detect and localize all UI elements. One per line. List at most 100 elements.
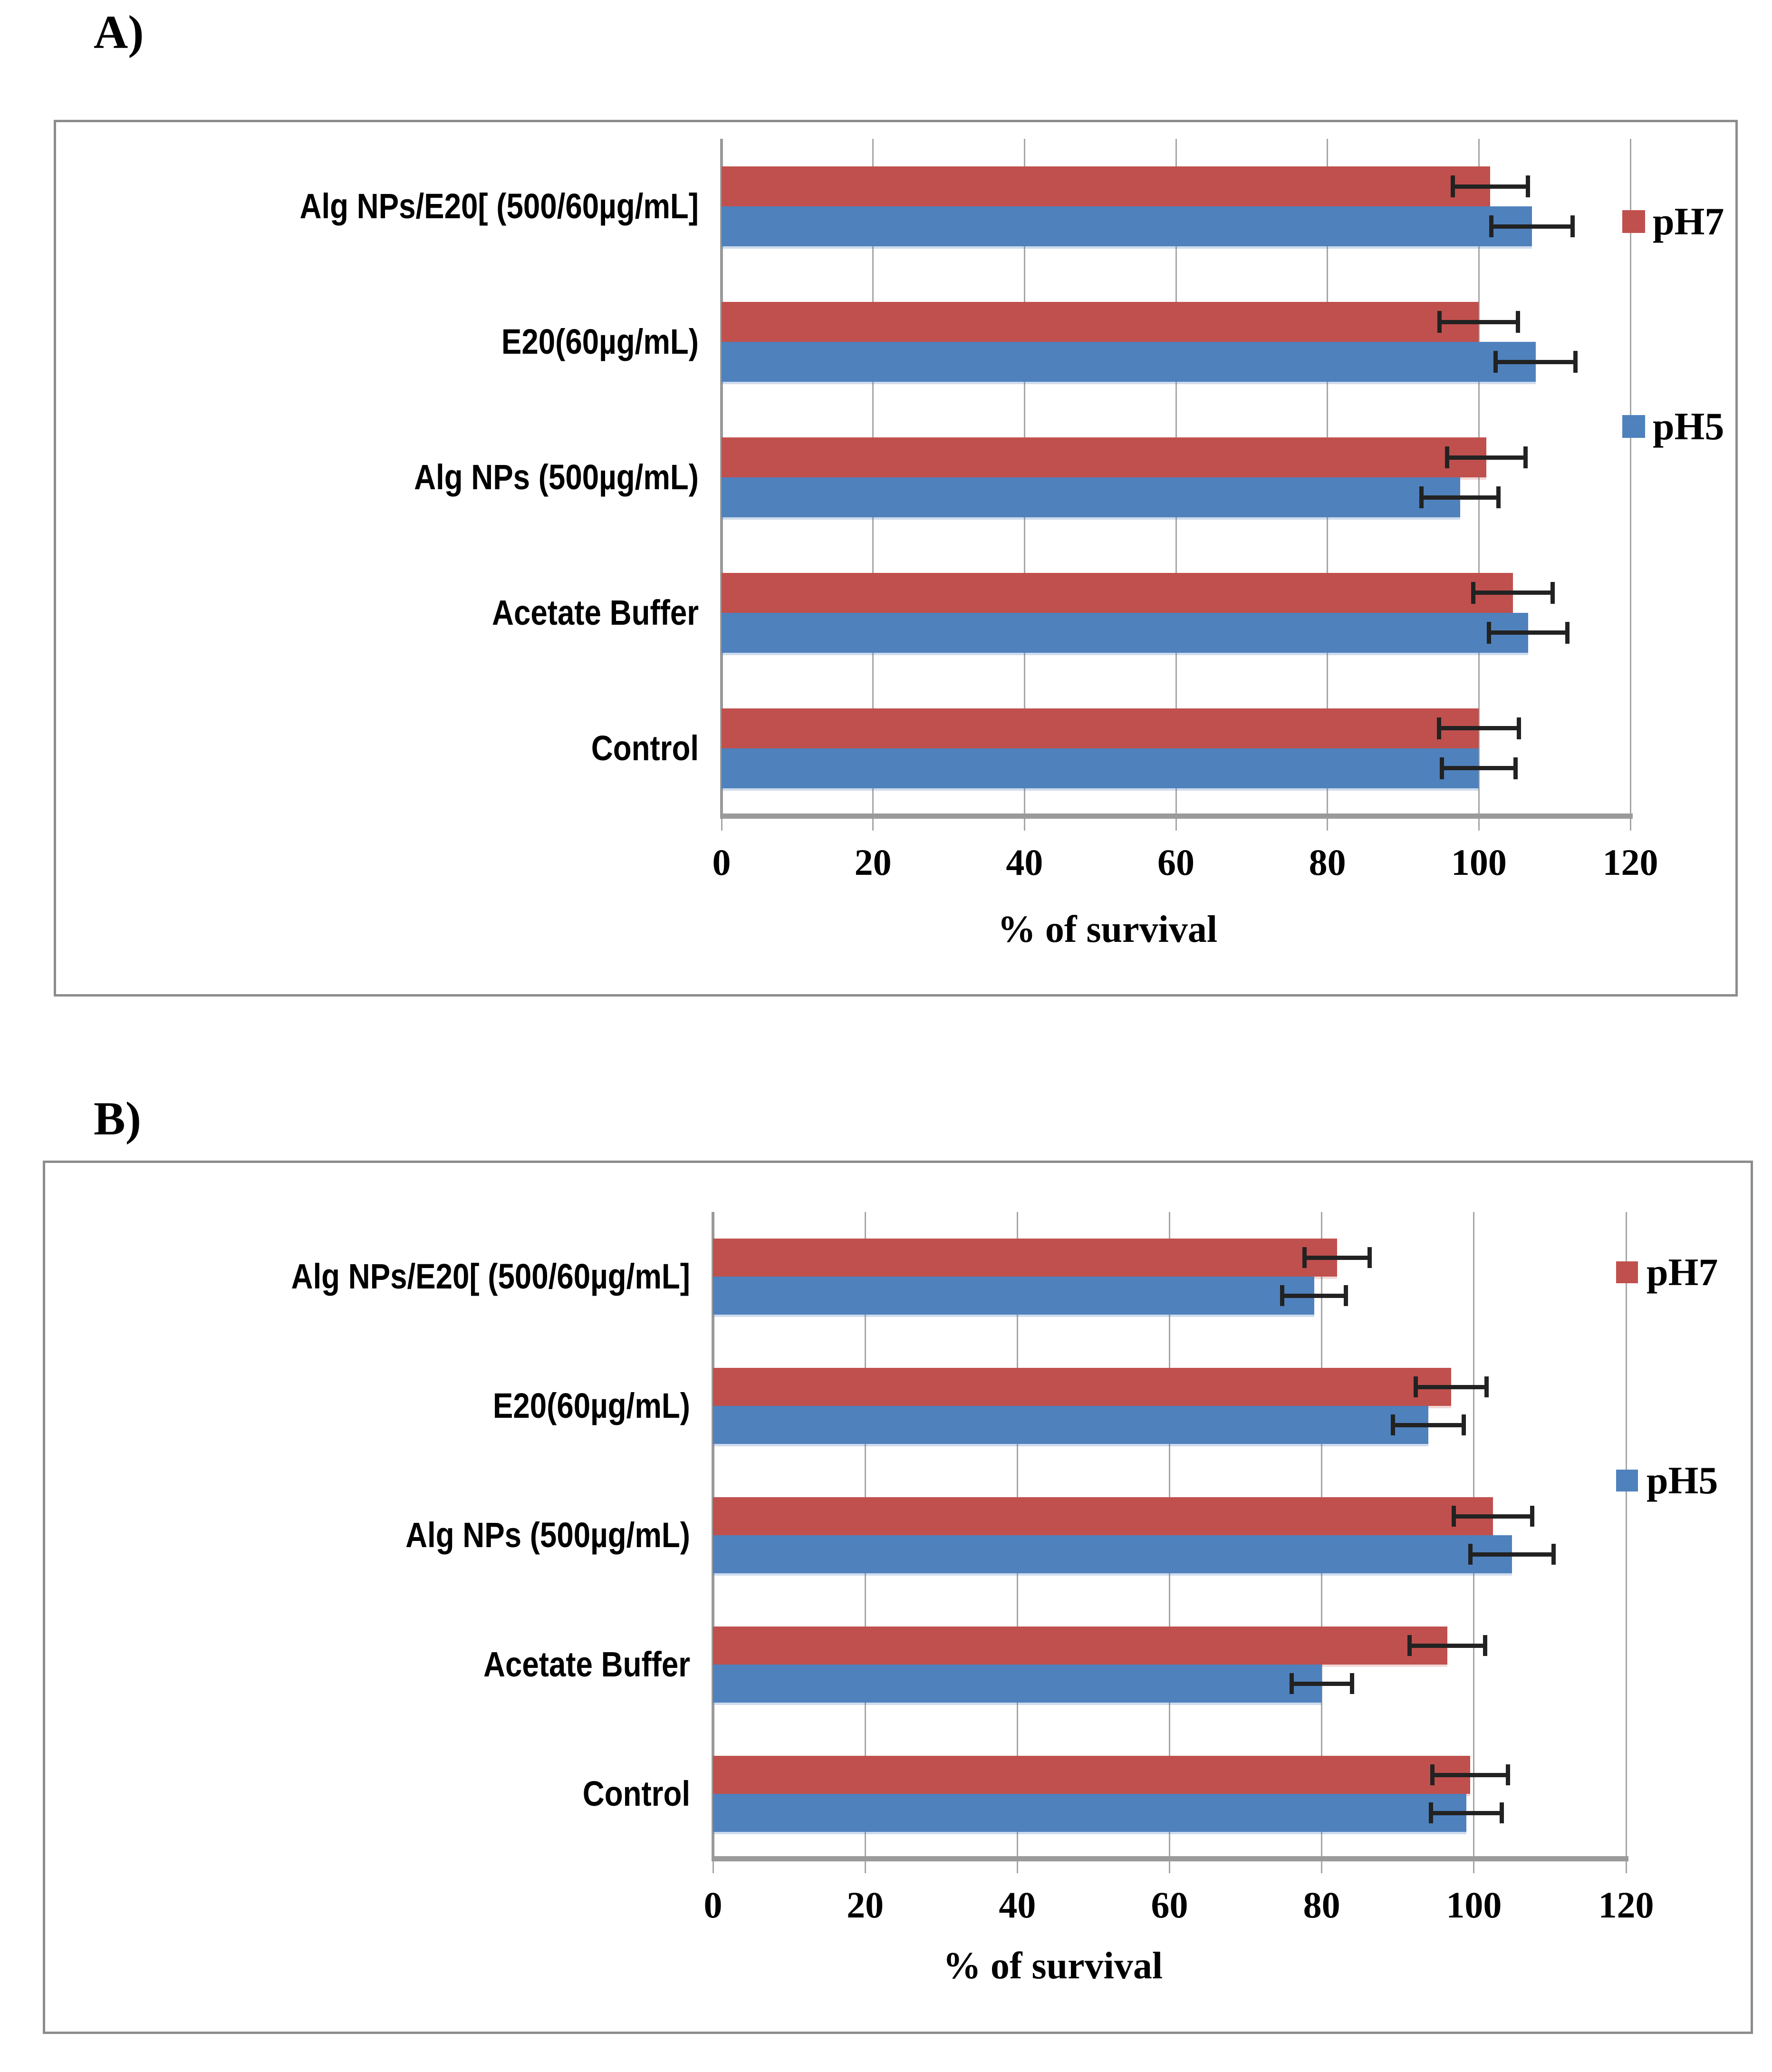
- error-bar-cap-left: [1440, 757, 1445, 779]
- error-bar-line: [1409, 1643, 1485, 1648]
- gridline-x-120: [1625, 1212, 1627, 1859]
- category-label: Alg NPs/E20[ (500/60µg/mL]: [291, 1257, 690, 1296]
- tick-mark-60: [1175, 818, 1177, 831]
- bar-pH5: [722, 612, 1528, 653]
- x-tick-label-100: 100: [1451, 842, 1507, 883]
- error-bar-line: [1421, 495, 1499, 500]
- x-tick-label-120: 120: [1598, 1884, 1654, 1926]
- error-bar-cap-left: [1445, 446, 1450, 468]
- error-bar-line: [1304, 1255, 1370, 1260]
- error-bar-cap-left: [1437, 311, 1442, 333]
- category-label: Alg NPs/E20[ (500/60µg/mL]: [299, 186, 699, 226]
- panel-b-label: B): [94, 1092, 141, 1145]
- bar-pH7: [722, 572, 1513, 613]
- error-bar-cap-left: [1289, 1673, 1294, 1694]
- bar-pH7: [722, 166, 1491, 207]
- bar-pH7: [722, 437, 1487, 477]
- x-tick-label-0: 0: [712, 842, 731, 883]
- error-bar-cap-right: [1551, 1544, 1556, 1565]
- bar-pH5: [713, 1277, 1314, 1315]
- error-bar-cap-right: [1523, 446, 1528, 468]
- error-bar-cap-right: [1484, 1376, 1489, 1397]
- bar-pH7: [722, 302, 1479, 342]
- bar-pH5: [722, 342, 1536, 382]
- x-tick-label-100: 100: [1446, 1884, 1502, 1926]
- error-bar-cap-right: [1570, 215, 1575, 238]
- error-bar-line: [1491, 224, 1573, 229]
- tick-mark-120: [1629, 818, 1631, 831]
- bar-pH7: [713, 1239, 1337, 1277]
- legend-marker-pH7: [1622, 210, 1645, 233]
- error-bar-line: [1473, 591, 1553, 595]
- error-bar-cap-right: [1349, 1673, 1354, 1694]
- bar-pH5: [713, 1406, 1428, 1444]
- error-bar-cap-left: [1450, 175, 1455, 198]
- error-bar-line: [1489, 630, 1568, 635]
- tick-mark-80: [1321, 1861, 1323, 1873]
- error-bar-cap-left: [1302, 1247, 1307, 1268]
- tick-mark-0: [712, 1861, 714, 1873]
- legend-marker-pH7: [1616, 1261, 1638, 1283]
- error-bar-line: [1439, 320, 1519, 324]
- bar-pH5: [713, 1794, 1466, 1832]
- error-bar-cap-left: [1468, 1544, 1473, 1565]
- x-tick-label-120: 120: [1602, 842, 1658, 883]
- error-bar-line: [1392, 1423, 1464, 1427]
- bar-pH7: [722, 708, 1479, 748]
- legend-label-pH5: pH5: [1653, 405, 1724, 448]
- error-bar-cap-left: [1419, 486, 1424, 508]
- error-bar-cap-left: [1436, 717, 1441, 739]
- x-axis-title: % of survival: [997, 909, 1218, 950]
- error-bar-line: [1282, 1293, 1346, 1298]
- x-tick-label-60: 60: [1151, 1884, 1188, 1926]
- chart-a-box: 0 20 40 60 80 100 120 % of survival Alg NPs/E20[…: [54, 120, 1738, 997]
- error-bar-cap-left: [1413, 1376, 1418, 1397]
- tick-mark-20: [872, 818, 874, 831]
- tick-mark-100: [1478, 818, 1480, 831]
- error-bar-cap-right: [1513, 757, 1518, 779]
- bar-pH7: [713, 1756, 1470, 1794]
- category-label: Acetate Buffer: [483, 1645, 690, 1684]
- error-bar-cap-right: [1496, 486, 1501, 508]
- tick-mark-60: [1169, 1861, 1170, 1873]
- x-tick-label-40: 40: [1006, 842, 1043, 883]
- bar-pH7: [713, 1368, 1451, 1406]
- category-label: E20(60µg/mL): [501, 322, 699, 362]
- error-bar-line: [1495, 359, 1576, 364]
- error-bar-cap-right: [1525, 175, 1530, 198]
- error-bar-cap-left: [1280, 1285, 1285, 1306]
- panel-a-label: A): [94, 6, 144, 58]
- error-bar-line: [1415, 1385, 1487, 1389]
- bar-pH5: [722, 206, 1532, 247]
- category-label: Control: [582, 1774, 690, 1813]
- error-bar-cap-left: [1390, 1414, 1395, 1435]
- legend-label-pH5: pH5: [1647, 1459, 1718, 1502]
- tick-mark-80: [1327, 818, 1329, 831]
- error-bar-cap-right: [1550, 581, 1555, 604]
- error-bar-line: [1432, 1772, 1508, 1777]
- tick-mark-20: [864, 1861, 866, 1873]
- error-bar-cap-right: [1462, 1414, 1466, 1435]
- x-tick-label-80: 80: [1309, 842, 1346, 883]
- gridline-x-100: [1478, 139, 1480, 816]
- error-bar-line: [1453, 1514, 1533, 1519]
- x-axis-line: [720, 813, 1633, 819]
- error-bar-cap-right: [1343, 1285, 1348, 1306]
- tick-mark-100: [1473, 1861, 1475, 1873]
- x-axis-line: [712, 1856, 1628, 1861]
- bar-pH7: [713, 1627, 1447, 1665]
- category-label: Alg NPs (500µg/mL): [414, 457, 699, 497]
- legend-marker-pH5: [1622, 415, 1645, 438]
- error-bar-line: [1452, 184, 1528, 189]
- legend-label-pH7: pH7: [1653, 200, 1724, 243]
- x-tick-label-0: 0: [703, 1884, 722, 1926]
- error-bar-cap-right: [1367, 1247, 1372, 1268]
- error-bar-line: [1442, 766, 1516, 771]
- error-bar-cap-right: [1505, 1764, 1510, 1785]
- bar-pH5: [713, 1535, 1512, 1573]
- legend-marker-pH5: [1616, 1470, 1638, 1491]
- error-bar-line: [1291, 1681, 1352, 1686]
- error-bar-line: [1470, 1552, 1554, 1557]
- category-label: Control: [591, 728, 699, 768]
